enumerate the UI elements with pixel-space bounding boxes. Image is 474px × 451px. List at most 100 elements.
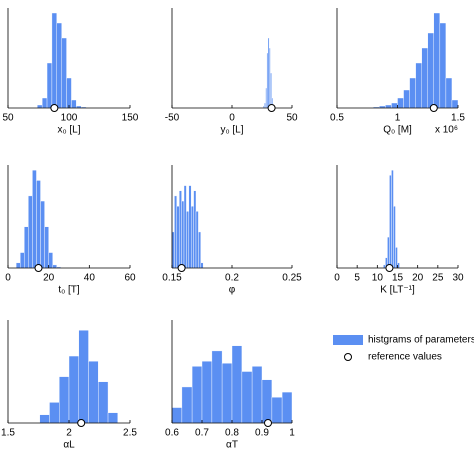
- x-tick-label: 40: [84, 273, 96, 284]
- x-tick-label: 30: [452, 273, 464, 284]
- x-tick-label: 0.5: [330, 113, 344, 124]
- bar: [24, 226, 29, 269]
- bar: [221, 363, 233, 424]
- bar: [36, 180, 41, 269]
- bar: [66, 77, 72, 109]
- x-axis-label: t₀ [T]: [58, 285, 80, 296]
- bar: [32, 169, 37, 269]
- x-tick-label: 50: [286, 113, 298, 124]
- legend-label: reference values: [368, 352, 442, 363]
- bar: [51, 12, 57, 109]
- bar: [176, 205, 180, 269]
- x-tick-label: 1: [289, 428, 295, 439]
- bar: [201, 361, 213, 424]
- bar: [391, 102, 398, 109]
- bar: [44, 226, 49, 269]
- x-tick-label: 5: [354, 273, 360, 284]
- bar: [88, 361, 99, 424]
- bar: [61, 37, 67, 109]
- legend-marker: [344, 353, 352, 361]
- bar: [186, 211, 189, 269]
- x-tick-label: 25: [432, 273, 444, 284]
- x-tick-label: 0.25: [282, 273, 302, 284]
- x-tick-label: 0: [334, 273, 340, 284]
- x-tick-label: 150: [122, 113, 139, 124]
- bar: [383, 264, 386, 269]
- x-axis-label: φ: [229, 285, 236, 296]
- legend-label: histgrams of parameters: [368, 335, 474, 346]
- x-tick-label: 0: [5, 273, 11, 284]
- bar: [181, 386, 193, 424]
- bar: [403, 89, 410, 109]
- bar: [15, 262, 21, 269]
- axis-annotation: x 10⁶: [435, 125, 458, 136]
- bar: [271, 397, 283, 424]
- bar: [181, 200, 185, 269]
- bar: [68, 355, 79, 424]
- x-axis-label: αT: [226, 440, 238, 451]
- bar: [439, 22, 447, 109]
- bar: [397, 97, 404, 109]
- x-axis-label: Q₀ [M]: [383, 125, 412, 136]
- bar: [183, 185, 187, 269]
- x-tick-label: 60: [124, 273, 136, 284]
- bar: [409, 77, 416, 109]
- bar: [174, 195, 177, 269]
- bar: [191, 366, 203, 424]
- x-tick-label: 2: [66, 428, 72, 439]
- bar: [78, 330, 89, 424]
- reference-marker: [34, 264, 43, 272]
- bar: [198, 231, 201, 269]
- reference-marker: [267, 104, 276, 112]
- bar: [49, 402, 60, 424]
- x-tick-label: -50: [165, 113, 180, 124]
- reference-marker: [385, 264, 394, 272]
- x-tick-label: 10: [372, 273, 384, 284]
- x-axis-label: αL: [63, 440, 75, 451]
- bar: [451, 99, 459, 109]
- bar: [385, 104, 392, 109]
- bar: [178, 190, 182, 269]
- x-tick-label: 15: [392, 273, 404, 284]
- bar: [421, 47, 428, 109]
- bar: [211, 350, 223, 424]
- bar: [98, 381, 109, 424]
- reference-marker: [50, 104, 59, 112]
- x-tick-label: 20: [43, 273, 55, 284]
- bar: [28, 195, 33, 269]
- x-tick-label: 0.15: [162, 273, 182, 284]
- bar: [171, 407, 183, 424]
- bar: [71, 99, 77, 109]
- reference-marker: [264, 419, 272, 427]
- x-tick-label: 1: [395, 113, 401, 124]
- reference-marker: [177, 264, 186, 272]
- bar: [427, 32, 435, 109]
- x-tick-label: 2.5: [123, 428, 137, 439]
- x-tick-label: 0.7: [195, 428, 209, 439]
- bar: [445, 77, 453, 109]
- x-tick-label: 0.9: [255, 428, 269, 439]
- reference-marker: [77, 419, 86, 427]
- bar: [433, 12, 441, 109]
- x-axis-label: x₀ [L]: [57, 125, 80, 136]
- bar: [52, 264, 58, 269]
- x-tick-label: 1.5: [1, 428, 15, 439]
- x-tick-label: 20: [412, 273, 424, 284]
- bar: [20, 252, 25, 269]
- reference-marker: [429, 104, 438, 112]
- bar: [41, 97, 48, 109]
- bar: [389, 175, 392, 269]
- bar: [231, 345, 243, 424]
- bar: [391, 169, 394, 269]
- bar: [40, 200, 45, 269]
- x-axis-label: K [LT⁻¹]: [380, 285, 415, 296]
- bar: [37, 104, 43, 109]
- bar: [395, 247, 398, 269]
- bar: [46, 62, 53, 109]
- legend: histgrams of parameters reference values: [333, 335, 474, 363]
- bar: [281, 391, 293, 424]
- x-tick-label: 0.2: [225, 273, 239, 284]
- bar: [393, 205, 396, 269]
- bar: [59, 376, 70, 424]
